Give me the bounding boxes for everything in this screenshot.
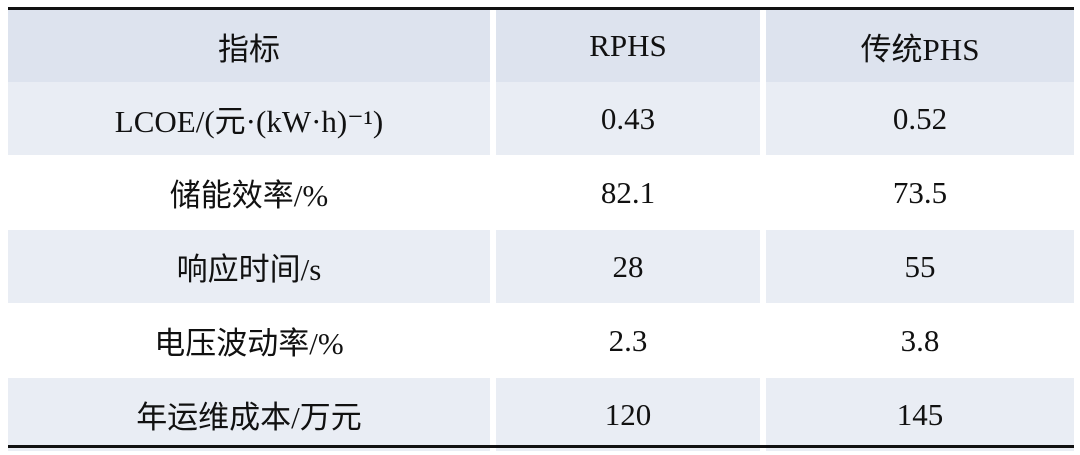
metric-cell: 电压波动率/% [8,303,490,377]
table-row: 电压波动率/% 2.3 3.8 [8,303,1074,377]
table-row: 年运维成本/万元 120 145 [8,377,1074,451]
bottom-rule [8,445,1074,448]
metric-cell: 响应时间/s [8,229,490,303]
header-cell: 指标 [8,10,490,82]
value-cell: 3.8 [760,303,1074,377]
metric-cell: 储能效率/% [8,155,490,229]
metric-cell: 年运维成本/万元 [8,377,490,451]
value-cell: 73.5 [760,155,1074,229]
table-row: 储能效率/% 82.1 73.5 [8,155,1074,229]
top-rule [8,7,1074,10]
value-cell: 0.43 [490,82,760,155]
table-row: LCOE/(元·(kW·h)⁻¹) 0.43 0.52 [8,82,1074,155]
value-cell: 120 [490,377,760,451]
value-cell: 28 [490,229,760,303]
value-cell: 55 [760,229,1074,303]
value-cell: 145 [760,377,1074,451]
table-row: 响应时间/s 28 55 [8,229,1074,303]
header-cell: RPHS [490,10,760,82]
value-cell: 2.3 [490,303,760,377]
table-header: 指标 RPHS 传统PHS [8,10,1074,82]
header-cell: 传统PHS [760,10,1074,82]
table-body: LCOE/(元·(kW·h)⁻¹) 0.43 0.52 储能效率/% 82.1 73.5 响… [8,82,1074,451]
header-row: 指标 RPHS 传统PHS [8,10,1074,82]
value-cell: 0.52 [760,82,1074,155]
value-cell: 82.1 [490,155,760,229]
metric-cell: LCOE/(元·(kW·h)⁻¹) [8,82,490,155]
comparison-table: 指标 RPHS 传统PHS LCOE/(元·(kW·h)⁻¹) 0.43 0.52 储能效… [8,10,1074,451]
